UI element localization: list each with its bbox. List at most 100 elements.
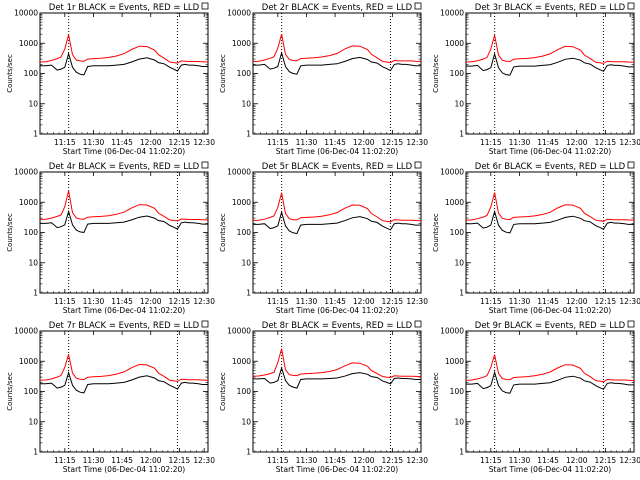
- y-tick-label: 10: [241, 99, 251, 108]
- x-tick-label: 11:45: [324, 456, 346, 465]
- y-tick-label: 10: [454, 258, 464, 267]
- x-tick-label: 11:45: [111, 297, 133, 306]
- x-tick-label: 11:15: [480, 456, 502, 465]
- legend-box-icon: [627, 320, 635, 328]
- y-axis-title: Counts/sec: [6, 213, 14, 252]
- y-axis-title: Counts/sec: [432, 54, 440, 93]
- x-axis-title: Start Time (06-Dec-04 11:02:20): [63, 147, 185, 156]
- series-black-events: [40, 209, 208, 234]
- y-tick-label: 1: [459, 289, 464, 298]
- x-tick-label: 12:15: [382, 297, 404, 306]
- x-axis-title: Start Time (06-Dec-04 11:02:20): [276, 147, 398, 156]
- x-tick-label: 12:15: [169, 138, 191, 147]
- x-tick-label: 11:15: [54, 456, 76, 465]
- y-tick-label: 1000: [232, 357, 251, 366]
- chart-title: Det 2r BLACK = Events, RED = LLD: [262, 3, 413, 13]
- chart-panel-7: Det 7r BLACK = Events, RED = LLD 1 10 100 10…: [6, 320, 215, 474]
- series-red-lld: [39, 354, 209, 382]
- y-tick-label: 10000: [440, 9, 464, 18]
- x-tick-label: 12:30: [406, 456, 428, 465]
- x-tick-label: 11:15: [54, 138, 76, 147]
- x-tick-label: 11:30: [509, 297, 531, 306]
- x-tick-label: 11:15: [267, 297, 289, 306]
- legend-box-icon: [201, 2, 209, 10]
- x-tick-label: 11:15: [480, 297, 502, 306]
- x-axis-title: Start Time (06-Dec-04 11:02:20): [489, 147, 611, 156]
- series-black-events: [253, 51, 421, 75]
- plot-frame: [252, 171, 422, 294]
- chart-panel-5: Det 5r BLACK = Events, RED = LLD 1 10 100 10…: [219, 161, 428, 315]
- y-tick-label: 10: [454, 99, 464, 108]
- x-tick-label: 11:45: [324, 297, 346, 306]
- series-red-lld: [252, 348, 422, 379]
- y-tick-label: 100: [237, 387, 252, 396]
- y-tick-label: 10: [241, 417, 251, 426]
- y-axis-title: Counts/sec: [219, 213, 227, 252]
- y-tick-label: 1: [33, 289, 38, 298]
- x-tick-label: 11:30: [296, 138, 318, 147]
- x-axis-title: Start Time (06-Dec-04 11:02:20): [63, 465, 185, 474]
- x-tick-label: 11:30: [296, 297, 318, 306]
- y-axis-title: Counts/sec: [219, 372, 227, 411]
- x-tick-label: 11:45: [537, 138, 559, 147]
- x-tick-label: 12:15: [595, 456, 617, 465]
- y-tick-label: 1: [459, 448, 464, 457]
- y-tick-label: 10: [28, 258, 38, 267]
- y-tick-label: 100: [450, 228, 465, 237]
- chart-title: Det 7r BLACK = Events, RED = LLD: [49, 321, 200, 331]
- x-tick-label: 12:15: [595, 297, 617, 306]
- x-tick-label: 12:00: [353, 456, 375, 465]
- chart-title: Det 9r BLACK = Events, RED = LLD: [475, 321, 626, 331]
- x-tick-label: 11:15: [480, 138, 502, 147]
- y-tick-label: 10000: [440, 168, 464, 177]
- series-black-events: [466, 52, 634, 76]
- series-black-events: [253, 210, 421, 235]
- chart-panel-4: Det 4r BLACK = Events, RED = LLD 1 10 100 10…: [6, 161, 215, 315]
- x-tick-label: 12:30: [193, 456, 215, 465]
- x-tick-label: 11:30: [509, 456, 531, 465]
- series-red-lld: [252, 192, 422, 223]
- series-red-lld: [465, 354, 635, 383]
- x-tick-label: 12:15: [169, 456, 191, 465]
- series-black-events: [466, 370, 634, 394]
- y-tick-label: 100: [237, 69, 252, 78]
- y-tick-label: 10: [28, 417, 38, 426]
- y-tick-label: 100: [237, 228, 252, 237]
- plot-frame: [39, 12, 209, 135]
- y-tick-label: 10000: [440, 327, 464, 336]
- y-tick-label: 100: [450, 69, 465, 78]
- chart-panel-8: Det 8r BLACK = Events, RED = LLD 1 10 100 10…: [219, 320, 428, 474]
- chart-panel-1: Det 1r BLACK = Events, RED = LLD 1 10 100 10…: [6, 2, 215, 156]
- x-tick-label: 12:00: [353, 138, 375, 147]
- x-tick-label: 12:15: [169, 297, 191, 306]
- y-tick-label: 100: [24, 69, 39, 78]
- y-tick-label: 100: [450, 387, 465, 396]
- y-axis-title: Counts/sec: [432, 372, 440, 411]
- x-tick-label: 12:30: [406, 138, 428, 147]
- plot-frame: [465, 12, 635, 135]
- y-axis-title: Counts/sec: [219, 54, 227, 93]
- x-tick-label: 11:45: [537, 297, 559, 306]
- series-black-events: [40, 51, 208, 76]
- x-tick-label: 12:30: [193, 138, 215, 147]
- x-tick-label: 12:00: [140, 297, 162, 306]
- chart-panel-3: Det 3r BLACK = Events, RED = LLD 1 10 100 10…: [432, 2, 640, 156]
- chart-title: Det 5r BLACK = Events, RED = LLD: [262, 162, 413, 172]
- series-black-events: [253, 366, 421, 389]
- legend-box-icon: [414, 320, 422, 328]
- y-tick-label: 1: [246, 130, 251, 139]
- chart-title: Det 3r BLACK = Events, RED = LLD: [475, 3, 626, 13]
- y-tick-label: 10: [28, 99, 38, 108]
- y-tick-label: 1: [33, 130, 38, 139]
- plot-frame: [39, 171, 209, 294]
- chart-title: Det 4r BLACK = Events, RED = LLD: [49, 162, 200, 172]
- y-tick-label: 10: [241, 258, 251, 267]
- plot-frame: [252, 12, 422, 135]
- y-tick-label: 100: [24, 387, 39, 396]
- x-axis-title: Start Time (06-Dec-04 11:02:20): [276, 465, 398, 474]
- y-tick-label: 1000: [445, 198, 464, 207]
- legend-box-icon: [201, 320, 209, 328]
- y-tick-label: 10000: [14, 168, 38, 177]
- x-tick-label: 11:45: [111, 456, 133, 465]
- y-tick-label: 10000: [227, 9, 251, 18]
